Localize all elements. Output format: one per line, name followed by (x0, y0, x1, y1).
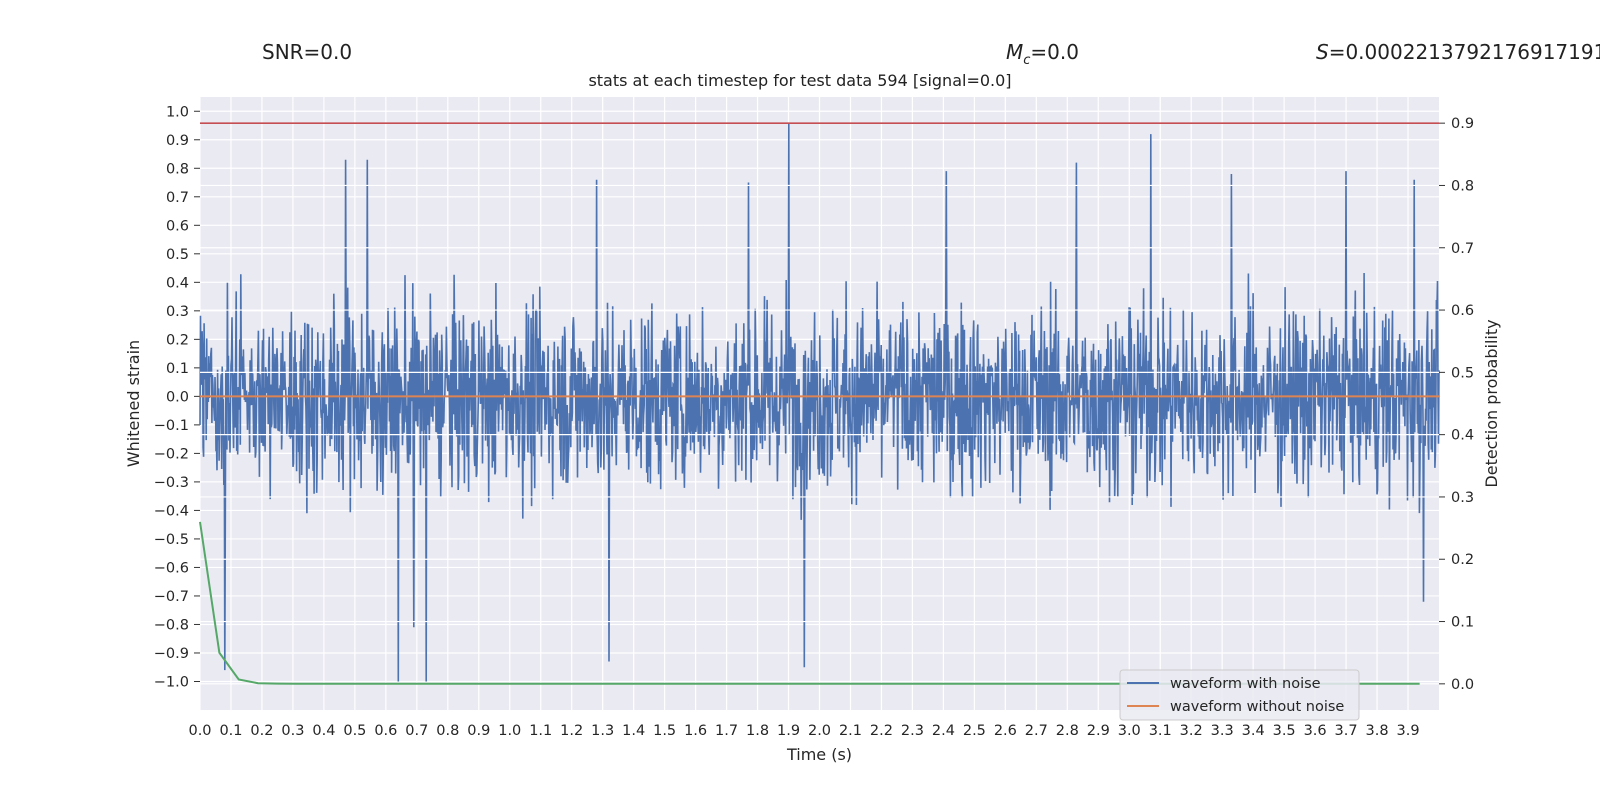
y-tick-label: −0.4 (154, 503, 189, 519)
x-tick-label: 3.5 (1273, 723, 1296, 739)
stat-s-label: S=0.00022137921769171915 (1316, 40, 1600, 64)
y-tick-label: 0.4 (166, 275, 189, 291)
chirp-mass-label: Mc=0.0 (1006, 40, 1079, 68)
y-tick-label: −0.7 (154, 589, 189, 605)
legend: waveform with noise waveform without nois… (1119, 669, 1360, 721)
y2-tick-label: 0.2 (1451, 552, 1474, 568)
y2-tick-label: 0.6 (1451, 303, 1474, 319)
y-tick-label: −1.0 (154, 674, 189, 690)
y2-tick-label: 0.7 (1451, 241, 1474, 257)
y-tick-label: −0.1 (154, 418, 189, 434)
x-tick-label: 0.4 (312, 723, 335, 739)
x-tick-label: 2.9 (1087, 723, 1110, 739)
y-tick-label: 0.3 (166, 304, 189, 320)
y-tick-label: −0.5 (154, 532, 189, 548)
x-tick-label: 1.2 (560, 723, 583, 739)
y-tick-label: 1.0 (166, 104, 189, 120)
x-tick-label: 3.3 (1211, 723, 1234, 739)
x-tick-label: 2.5 (963, 723, 986, 739)
y2-axis-label: Detection probability (1482, 319, 1501, 487)
x-tick-label: 2.6 (994, 723, 1017, 739)
x-tick-label: 0.5 (343, 723, 366, 739)
x-tick-label: 3.6 (1304, 723, 1327, 739)
y-tick-label: −0.3 (154, 475, 189, 491)
x-tick-label: 1.5 (653, 723, 676, 739)
x-tick-label: 1.9 (777, 723, 800, 739)
x-tick-label: 1.6 (684, 723, 707, 739)
x-tick-label: 1.1 (529, 723, 552, 739)
y-axis-label: Whitened strain (124, 340, 143, 467)
y2-tick-label: 0.0 (1451, 677, 1474, 693)
x-tick-label: 3.1 (1149, 723, 1172, 739)
x-tick-label: 1.4 (622, 723, 645, 739)
y-tick-label: −0.8 (154, 617, 189, 633)
x-tick-label: 3.0 (1118, 723, 1141, 739)
y-tick-label: 0.2 (166, 332, 189, 348)
x-tick-label: 0.6 (374, 723, 397, 739)
x-tick-label: 2.1 (839, 723, 862, 739)
chart-title: stats at each timestep for test data 594… (588, 71, 1012, 90)
x-tick-label: 3.9 (1396, 723, 1419, 739)
x-tick-label: 2.8 (1056, 723, 1079, 739)
x-tick-label: 0.2 (250, 723, 273, 739)
y2-tick-label: 0.9 (1451, 116, 1474, 132)
snr-label: SNR=0.0 (262, 40, 353, 64)
y-tick-label: 0.0 (166, 389, 189, 405)
y2-tick-label: 0.3 (1451, 490, 1474, 506)
y-tick-label: −0.6 (154, 560, 189, 576)
y-tick-label: 0.9 (166, 133, 189, 149)
y-tick-label: 0.1 (166, 361, 189, 377)
x-tick-label: 2.2 (870, 723, 893, 739)
x-tick-label: 3.7 (1335, 723, 1358, 739)
y2-tick-label: 0.8 (1451, 178, 1474, 194)
series-detection-probability (199, 521, 1420, 685)
y-tick-label: 0.7 (166, 190, 189, 206)
x-tick-label: 1.8 (746, 723, 769, 739)
x-tick-label: 3.2 (1180, 723, 1203, 739)
x-tick-label: 0.3 (281, 723, 304, 739)
x-tick-label: 0.9 (467, 723, 490, 739)
y2-tick-label: 0.1 (1451, 615, 1474, 631)
legend-label: waveform without noise (1170, 699, 1344, 715)
y-tick-label: 0.5 (166, 247, 189, 263)
legend-box (1119, 669, 1360, 721)
x-tick-label: 0.8 (436, 723, 459, 739)
x-tick-label: 2.3 (901, 723, 924, 739)
x-tick-label: 1.7 (715, 723, 738, 739)
x-tick-label: 2.4 (932, 723, 955, 739)
x-tick-label: 2.0 (808, 723, 831, 739)
y-tick-label: 0.6 (166, 218, 189, 234)
series-waveform-with-noise (199, 122, 1440, 682)
y-tick-label: −0.2 (154, 446, 189, 462)
y2-tick-label: 0.4 (1451, 428, 1474, 444)
legend-label: waveform with noise (1170, 676, 1321, 692)
x-tick-label: 0.1 (219, 723, 242, 739)
y2-tick-label: 0.5 (1451, 365, 1474, 381)
x-axis-label: Time (s) (786, 745, 852, 764)
y-tick-label: 0.8 (166, 161, 189, 177)
x-tick-label: 1.0 (498, 723, 521, 739)
x-tick-label: 3.8 (1366, 723, 1389, 739)
x-tick-label: 3.4 (1242, 723, 1265, 739)
x-tick-label: 0.0 (188, 723, 211, 739)
x-tick-label: 0.7 (405, 723, 428, 739)
y-tick-label: −0.9 (154, 646, 189, 662)
x-tick-label: 1.3 (591, 723, 614, 739)
x-tick-label: 2.7 (1025, 723, 1048, 739)
